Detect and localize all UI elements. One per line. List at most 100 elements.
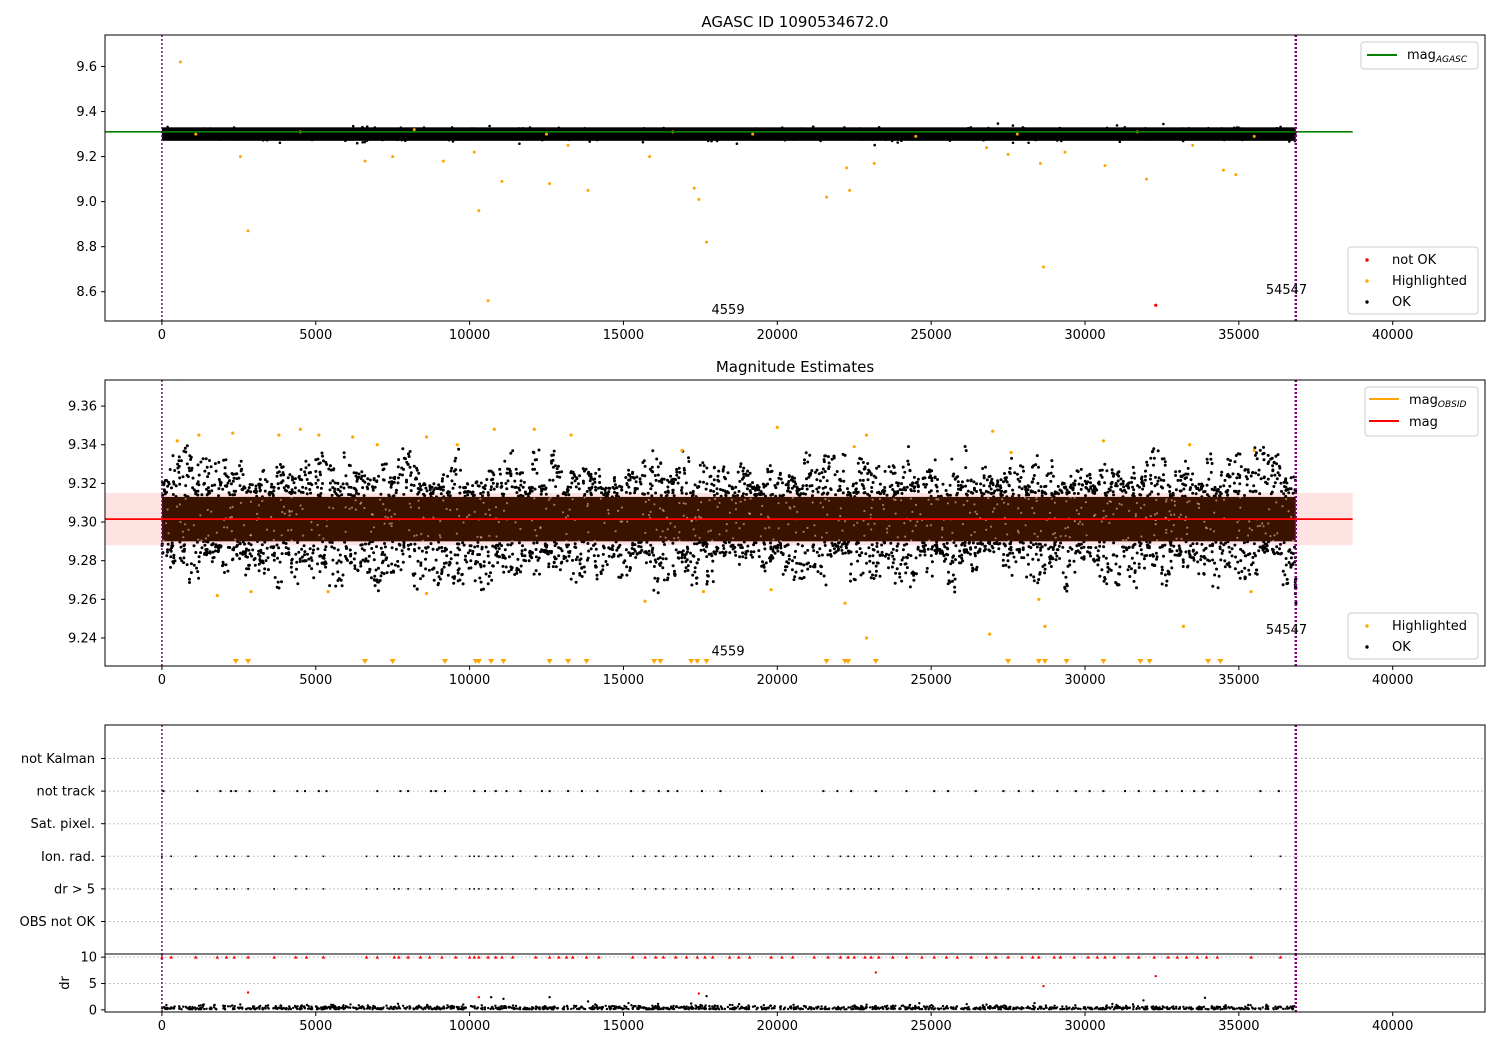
estimate-ok-point [984, 489, 988, 493]
estimate-ok-point [661, 552, 665, 556]
agasc-ok-point [1087, 133, 1091, 137]
estimate-ok-point [1066, 549, 1070, 553]
estimate-ok-point [858, 478, 862, 482]
estimate-ok-point [429, 542, 433, 546]
estimate-ok-point [1102, 545, 1106, 549]
agasc-ytick-label-4: 9.4 [76, 105, 97, 120]
estimate-ok-point [400, 466, 404, 470]
estimate-ok-point [715, 492, 719, 496]
estimate-ok-point [330, 541, 334, 544]
estimate-ok-point [1100, 568, 1104, 572]
agasc-ok-point [293, 136, 296, 140]
estimate-ok-point [1032, 575, 1036, 579]
estimate-ok-point [1184, 483, 1188, 487]
estimate-ok-point [1022, 556, 1026, 560]
estimate-ok-point [695, 561, 699, 565]
agasc-ok-point [431, 134, 434, 138]
estimate-ok-point [502, 570, 506, 574]
agasc-ok-point [1034, 138, 1037, 142]
agasc-ok-point [819, 139, 822, 143]
agasc-ok-point [633, 134, 637, 138]
estimate-ok-point [785, 560, 789, 564]
agasc-ok-point [706, 139, 710, 143]
estimate-ok-point [752, 550, 756, 554]
agasc-ok-point [980, 136, 984, 140]
agasc-ok-point [356, 137, 359, 141]
agasc-ok-point [995, 135, 998, 139]
estimate-ok-point [1040, 545, 1044, 549]
agasc-ok-point [435, 133, 438, 137]
agasc-ok-point [269, 132, 273, 135]
estimate-ok-point [246, 489, 250, 492]
estimate-ok-point [683, 553, 687, 557]
agasc-ok-point [262, 134, 265, 138]
agasc-ok-point [508, 127, 512, 131]
estimate-ok-point [594, 471, 598, 475]
estimate-ok-point [649, 543, 653, 547]
agasc-ok-point [1234, 132, 1238, 136]
agasc-ok-point [270, 134, 273, 137]
agasc-ok-point [1175, 136, 1178, 140]
agasc-ok-point [1084, 133, 1088, 136]
agasc-ok-point [366, 132, 370, 136]
estimate-ok-point [801, 484, 805, 488]
estimate-ok-point [530, 489, 534, 493]
estimate-ok-point [1160, 582, 1164, 586]
agasc-ok-point [944, 135, 947, 139]
estimate-ok-point [589, 491, 593, 495]
agasc-ytick-label-5: 9.6 [76, 60, 97, 75]
agasc-ok-point [1114, 135, 1118, 138]
estimate-ok-point [521, 485, 525, 489]
estimate-ok-point [680, 486, 684, 490]
agasc-ok-point [1004, 137, 1008, 141]
agasc-ok-point [583, 129, 587, 132]
agasc-ok-point [974, 138, 978, 141]
estimate-ok-point [1206, 461, 1209, 465]
estimate-ok-point [457, 567, 461, 571]
estimate-ok-point [208, 551, 212, 555]
agasc-ok-point [770, 136, 774, 139]
agasc-ok-point [350, 133, 354, 136]
agasc-ok-point [827, 136, 830, 140]
estimate-ok-point [1139, 542, 1143, 545]
estimate-ok-point [964, 492, 968, 496]
estimate-ok-point [1110, 471, 1114, 475]
estimate-ok-point [1167, 572, 1171, 576]
estimate-ok-point [461, 582, 465, 586]
agasc-ok-point [345, 134, 348, 137]
agasc-ok-point [1001, 132, 1005, 136]
estimate-ok-point [741, 469, 745, 473]
estimate-ok-point [449, 550, 453, 554]
estimate-ok-point [1108, 488, 1112, 492]
estimate-ok-point [1189, 478, 1193, 482]
estimate-ok-point [452, 581, 456, 585]
estimate-ok-point [712, 478, 716, 482]
estimate-ok-point [1191, 491, 1195, 495]
agasc-ok-point [535, 132, 538, 135]
estimate-ok-point [487, 561, 491, 565]
estimate-ok-point [808, 453, 812, 457]
estimate-ok-point [1140, 480, 1144, 484]
estimate-ok-point [1191, 542, 1195, 546]
estimate-ok-point [712, 465, 716, 469]
estimate-ok-point [1078, 551, 1082, 555]
agasc-highlighted-point [697, 197, 701, 201]
estimate-ok-point [432, 578, 436, 582]
agasc-ok-point [754, 127, 757, 130]
estimate-ok-point [239, 551, 242, 555]
agasc-xtick-label-25000: 25000 [910, 328, 951, 343]
estimate-ok-point [1059, 541, 1063, 545]
estimate-ok-point [1020, 487, 1024, 491]
estimate-ok-point [565, 490, 569, 494]
estimate-ok-point [968, 540, 971, 544]
estimate-ok-point [276, 471, 280, 475]
estimate-ok-point [744, 473, 748, 477]
estimate-ok-point [530, 551, 534, 555]
estimate-ok-point [277, 486, 281, 490]
estimate-ok-point [577, 482, 580, 486]
estimate-ok-point [660, 477, 664, 481]
estimate-ok-point [427, 568, 431, 572]
estimate-ok-point [969, 479, 973, 483]
agasc-ok-point [1162, 122, 1165, 126]
estimate-ok-point [457, 447, 461, 451]
